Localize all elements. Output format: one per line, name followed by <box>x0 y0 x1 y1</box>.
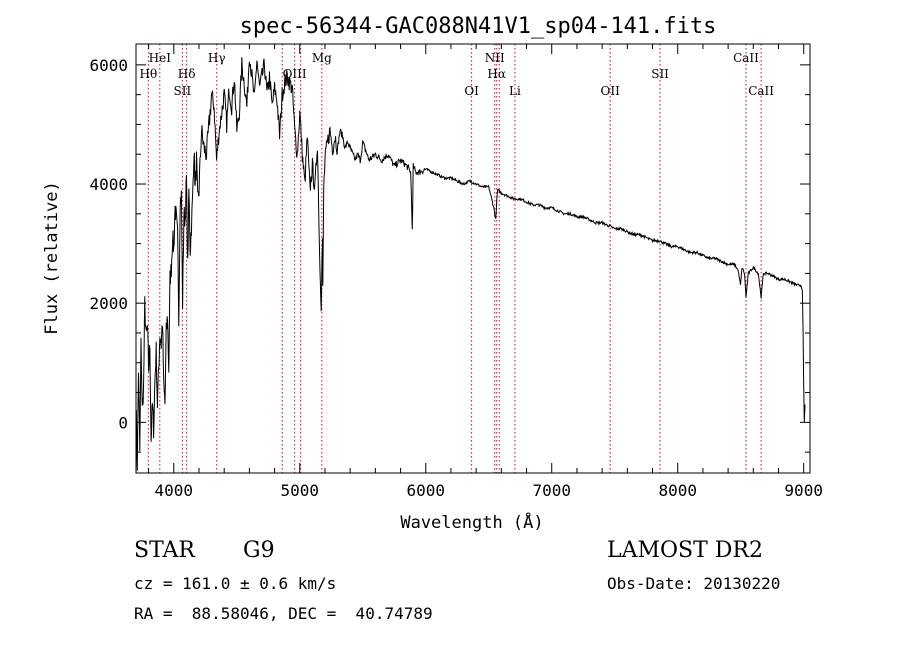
x-tick-label: 6000 <box>406 481 445 500</box>
x-tick-label: 7000 <box>532 481 571 500</box>
line-label-6: Mg <box>312 51 332 65</box>
line-label-5: OIII <box>283 67 307 81</box>
line-label-12: SII <box>651 67 669 81</box>
y-tick-label: 2000 <box>89 294 128 313</box>
chart-title: spec-56344-GAC088N41V1_sp04-141.fits <box>240 14 717 39</box>
line-label-4: Hγ <box>208 51 226 65</box>
x-tick-label: 4000 <box>155 481 194 500</box>
line-label-9: Hα <box>487 67 506 81</box>
plot-frame <box>135 43 811 474</box>
y-tick-label: 0 <box>118 413 128 432</box>
x-tick-label: 8000 <box>658 481 697 500</box>
line-label-14: CaII <box>748 84 774 98</box>
x-tick-label: 9000 <box>784 481 823 500</box>
line-label-3: SII <box>174 84 192 98</box>
coordinates: RA = 88.58046, DEC = 40.74789 <box>134 604 433 623</box>
object-class: STAR <box>134 538 195 563</box>
axis-ticks: 4000 5000 6000 7000 8000 9000 0 2000 4000 6000 <box>89 44 823 500</box>
line-label-0: Hθ <box>139 67 157 81</box>
y-axis-label: Flux (relative) <box>42 181 62 335</box>
x-tick-label: 5000 <box>281 481 320 500</box>
y-tick-label: 4000 <box>89 175 128 194</box>
observation-date: Obs-Date: 20130220 <box>607 574 781 593</box>
line-markers <box>147 44 762 473</box>
line-label-1: HeI <box>149 51 172 65</box>
line-label-13: CaII <box>733 51 759 65</box>
spectrum-line <box>135 57 806 471</box>
line-label-7: OI <box>464 84 479 98</box>
y-tick-label: 6000 <box>89 56 128 75</box>
x-axis-label: Wavelength (Å) <box>400 511 543 533</box>
line-label-10: Li <box>509 84 521 98</box>
line-label-2: Hδ <box>178 67 196 81</box>
line-label-8: NII <box>485 51 505 65</box>
line-label-11: OII <box>601 84 621 98</box>
object-subclass: G9 <box>243 538 275 563</box>
redshift-info: cz = 161.0 ± 0.6 km/s <box>134 574 337 593</box>
survey-name: LAMOST DR2 <box>607 538 763 563</box>
